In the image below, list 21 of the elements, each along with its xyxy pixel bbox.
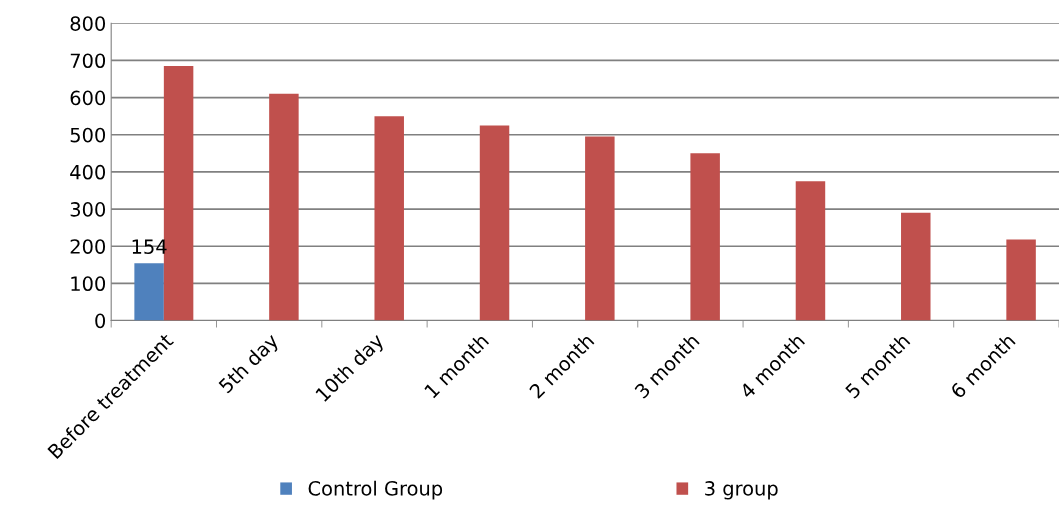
bar [690, 153, 720, 321]
y-tick-label: 800 [70, 16, 106, 31]
y-tick-label: 200 [70, 239, 106, 254]
y-tick-label: 100 [71, 276, 106, 292]
y-tick-label: 0 [95, 313, 106, 329]
y-tick-label: 700 [70, 53, 106, 69]
bar [374, 116, 404, 321]
legend-label: Control Group [308, 480, 443, 500]
legend-label: 3 group [705, 481, 778, 500]
y-tick-label: 500 [70, 127, 106, 143]
bar [585, 136, 615, 321]
bar [795, 181, 826, 321]
y-tick-label: 300 [70, 202, 106, 217]
bar [479, 125, 510, 321]
y-tick-label: 400 [70, 164, 106, 180]
bar [269, 93, 299, 321]
y-tick-label: 600 [70, 90, 106, 106]
bar [901, 212, 931, 321]
x-tick-label: 5th day [217, 332, 283, 397]
bar [1006, 239, 1036, 321]
bar [134, 263, 164, 321]
